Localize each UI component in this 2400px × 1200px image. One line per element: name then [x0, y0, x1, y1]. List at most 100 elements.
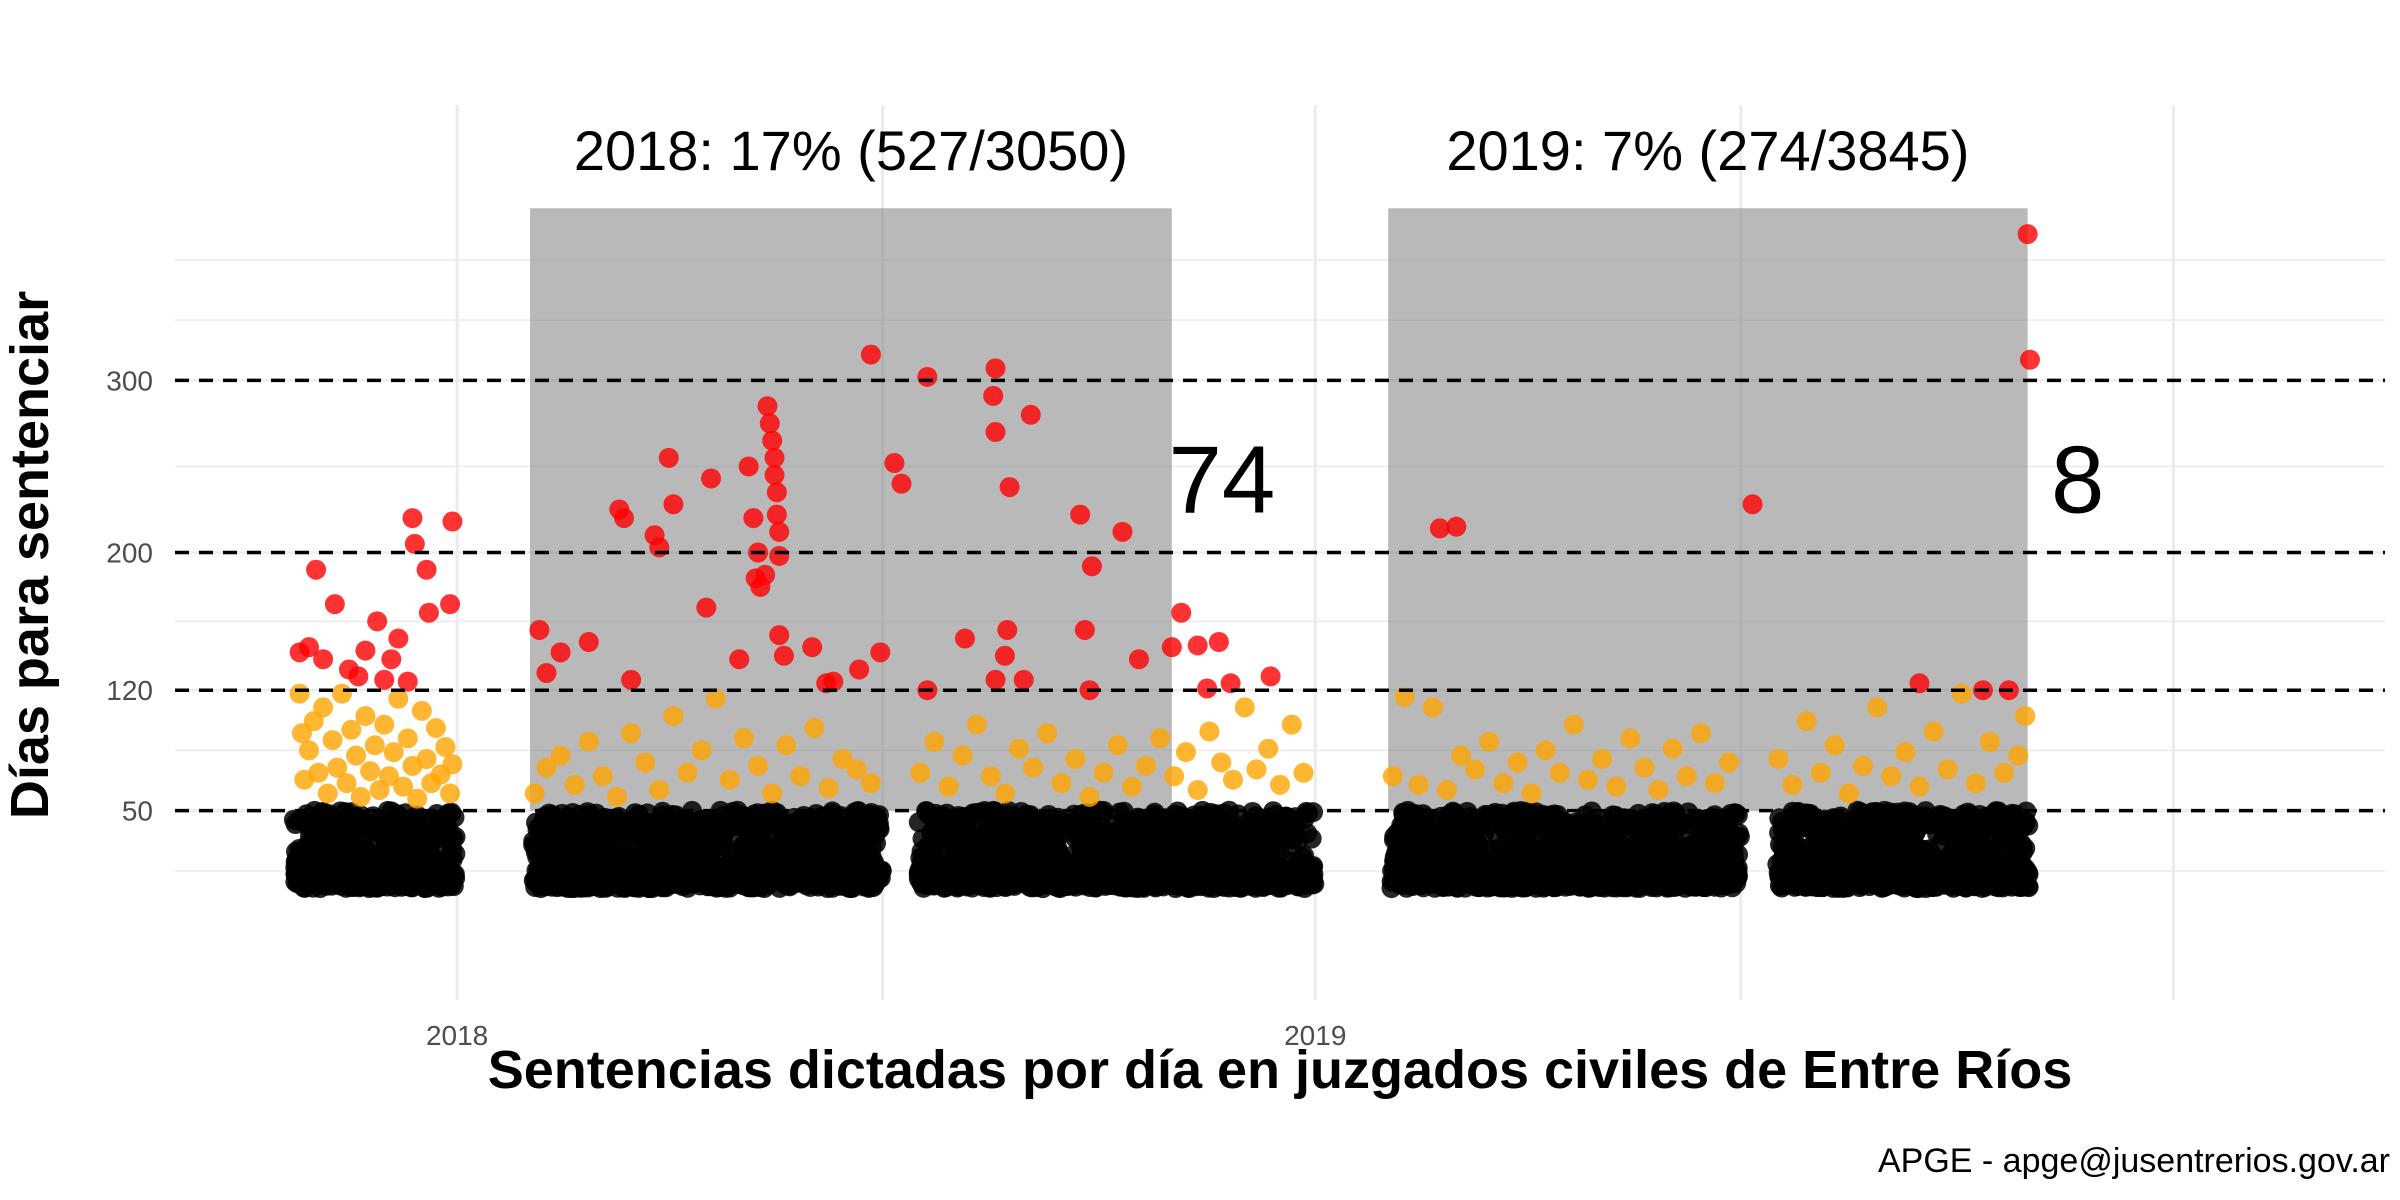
point-orange: [1507, 752, 1528, 773]
point-red: [1081, 556, 1102, 577]
point-red: [696, 597, 717, 618]
data-points: [283, 224, 2040, 899]
point-red: [1171, 602, 1192, 623]
point-orange: [550, 745, 571, 766]
point-red: [985, 358, 1006, 379]
point-orange: [1690, 723, 1711, 744]
point-black: [2018, 815, 2039, 836]
point-red: [658, 447, 679, 468]
period-count-1: 74: [1168, 426, 1275, 533]
point-orange: [1493, 773, 1514, 794]
point-orange: [1065, 749, 1086, 770]
point-red: [860, 344, 881, 365]
point-orange: [435, 736, 456, 757]
chart-caption: APGE - apge@jusentrerios.gov.ar: [1878, 1142, 2390, 1180]
point-orange: [1521, 783, 1542, 804]
point-orange: [1187, 780, 1208, 801]
point-orange: [341, 719, 362, 740]
point-red: [1260, 666, 1281, 687]
point-red: [1909, 673, 1930, 694]
point-orange: [327, 757, 348, 778]
point-orange: [350, 786, 371, 807]
point-red: [1161, 637, 1182, 658]
point-red: [983, 385, 1004, 406]
point-red: [299, 637, 320, 658]
point-orange: [1408, 774, 1429, 795]
point-orange: [1175, 742, 1196, 763]
point-orange: [635, 752, 656, 773]
point-red: [764, 465, 785, 486]
point-orange: [1422, 697, 1443, 718]
point-orange: [1199, 721, 1220, 742]
point-orange: [1211, 752, 1232, 773]
point-red: [529, 619, 550, 640]
point-orange: [1606, 776, 1627, 797]
point-red: [1208, 632, 1229, 652]
point-orange: [1810, 762, 1831, 783]
point-orange: [776, 735, 797, 756]
point-red: [1742, 494, 1763, 515]
point-red: [1187, 635, 1208, 656]
point-orange: [1009, 738, 1030, 759]
point-red: [769, 521, 790, 542]
point-red: [1112, 521, 1133, 542]
point-red: [348, 666, 369, 687]
point-orange: [592, 766, 613, 787]
point-orange: [677, 762, 698, 783]
point-red: [1070, 504, 1091, 525]
y-tick-label: 50: [122, 796, 153, 827]
point-orange: [1222, 769, 1243, 790]
point-red: [1074, 619, 1095, 640]
point-red: [614, 508, 635, 529]
point-red: [388, 628, 409, 649]
point-orange: [719, 769, 740, 790]
point-orange: [1853, 755, 1874, 776]
point-red: [1220, 673, 1241, 694]
point-orange: [691, 740, 712, 761]
point-red: [440, 594, 461, 615]
point-black: [1729, 826, 1750, 847]
point-red: [367, 611, 388, 632]
point-orange: [440, 783, 461, 804]
point-red: [1013, 669, 1034, 690]
point-red: [891, 473, 912, 494]
point-orange: [1867, 697, 1888, 718]
point-orange: [818, 778, 839, 799]
point-orange: [1951, 683, 1972, 704]
point-red: [802, 637, 823, 658]
point-red: [1446, 516, 1467, 537]
point-red: [621, 669, 642, 690]
point-red: [773, 645, 794, 666]
point-orange: [1577, 769, 1598, 790]
point-red: [757, 396, 778, 417]
point-orange: [374, 714, 395, 735]
point-red: [442, 511, 463, 532]
point-red: [997, 619, 1018, 640]
point-orange: [1895, 742, 1916, 763]
point-orange: [1121, 776, 1142, 797]
point-black: [2018, 877, 2039, 898]
point-orange: [360, 761, 381, 782]
point-black: [443, 828, 464, 849]
point-red: [766, 504, 787, 525]
point-red: [769, 545, 790, 566]
point-orange: [924, 731, 945, 752]
point-red: [649, 537, 670, 558]
point-orange: [393, 776, 414, 797]
point-red: [762, 430, 783, 451]
point-orange: [1824, 735, 1845, 756]
point-red: [766, 482, 787, 503]
point-orange: [860, 773, 881, 794]
point-red: [954, 628, 975, 649]
point-black: [445, 868, 466, 889]
point-red: [1020, 404, 1041, 425]
point-orange: [1107, 735, 1128, 756]
point-red: [416, 559, 437, 580]
point-orange: [346, 745, 367, 766]
point-black: [2017, 862, 2038, 883]
point-orange: [1535, 740, 1556, 761]
y-axis-title: Días para sentenciar: [0, 291, 60, 819]
point-orange: [1079, 786, 1100, 807]
y-tick-label: 300: [106, 365, 153, 396]
